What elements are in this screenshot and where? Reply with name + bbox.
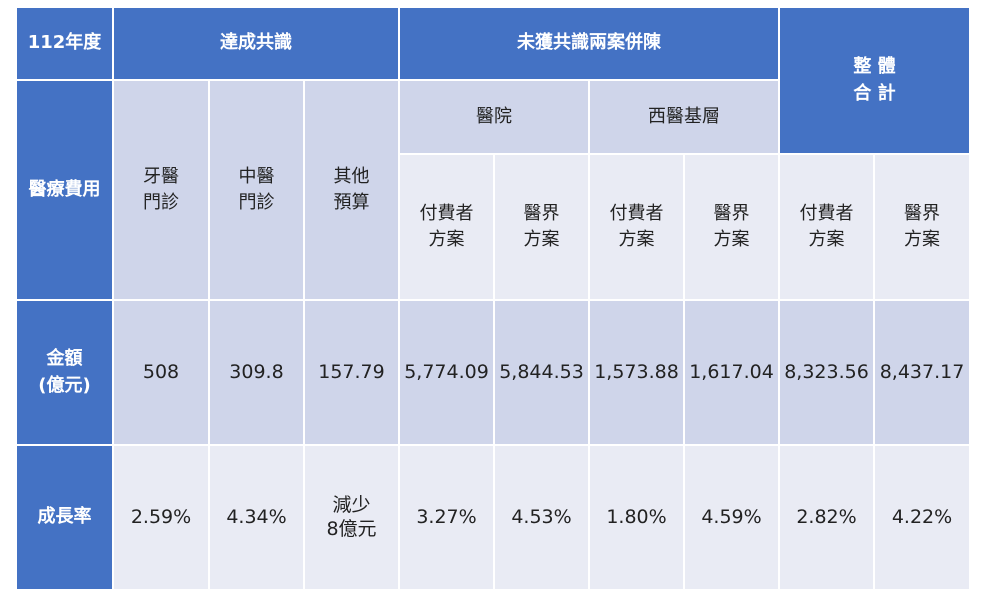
- plan-total-payer: 付費者 方案: [780, 155, 873, 299]
- amount-total-payer: 8,323.56: [780, 301, 873, 444]
- plan-primary-provider: 醫界 方案: [685, 155, 778, 299]
- plan-line1: 醫界: [904, 202, 940, 224]
- other-line2: 預算: [333, 192, 370, 213]
- plan-line2: 方案: [713, 229, 750, 250]
- plan-line1: 付費者: [419, 202, 474, 224]
- row-label-medical-cost: 醫療費用: [17, 81, 112, 299]
- growth-dental: 2.59%: [114, 446, 208, 589]
- category-western-primary: 西醫基層: [590, 81, 778, 153]
- plan-line1: 付費者: [799, 202, 854, 224]
- plan-total-provider: 醫界 方案: [875, 155, 969, 299]
- category-dental: 牙醫 門診: [114, 81, 208, 299]
- category-tcm: 中醫 門診: [210, 81, 303, 299]
- growth-other-line2: 8億元: [326, 517, 377, 540]
- growth-total-payer: 2.82%: [780, 446, 873, 589]
- row-label-growth: 成長率: [17, 446, 112, 589]
- category-other-budget: 其他 預算: [305, 81, 398, 299]
- amount-total-provider: 8,437.17: [875, 301, 969, 444]
- growth-primary-provider: 4.59%: [685, 446, 778, 589]
- amount-hospital-provider: 5,844.53: [495, 301, 588, 444]
- plan-line2: 方案: [904, 229, 940, 250]
- other-line1: 其他: [333, 165, 370, 187]
- tcm-line1: 中醫: [238, 165, 275, 187]
- dental-line1: 牙醫: [143, 165, 179, 187]
- amount-other-budget: 157.79: [305, 301, 398, 444]
- amount-dental: 508: [114, 301, 208, 444]
- amount-primary-provider: 1,617.04: [685, 301, 778, 444]
- amount-hospital-payer: 5,774.09: [400, 301, 493, 444]
- overall-line2: 合 計: [853, 82, 896, 104]
- amount-label-line1: 金額: [46, 348, 83, 370]
- header-consensus: 達成共識: [114, 8, 398, 79]
- plan-line2: 方案: [808, 229, 845, 250]
- plan-line2: 方案: [618, 229, 655, 250]
- growth-other-line1: 減少: [332, 493, 371, 516]
- header-year: 112年度: [17, 8, 112, 79]
- amount-label-line2: (億元): [38, 374, 91, 396]
- plan-primary-payer: 付費者 方案: [590, 155, 683, 299]
- dental-line2: 門診: [143, 192, 179, 213]
- plan-line2: 方案: [428, 229, 465, 250]
- growth-hospital-payer: 3.27%: [400, 446, 493, 589]
- growth-hospital-provider: 4.53%: [495, 446, 588, 589]
- plan-line1: 醫界: [523, 202, 560, 224]
- plan-hospital-payer: 付費者 方案: [400, 155, 493, 299]
- amount-primary-payer: 1,573.88: [590, 301, 683, 444]
- growth-other-budget: 減少 8億元: [305, 446, 398, 589]
- plan-hospital-provider: 醫界 方案: [495, 155, 588, 299]
- row-label-amount: 金額 (億元): [17, 301, 112, 444]
- plan-line1: 付費者: [609, 202, 664, 224]
- header-overall-total: 整 體 合 計: [780, 8, 969, 153]
- growth-primary-payer: 1.80%: [590, 446, 683, 589]
- plan-line2: 方案: [523, 229, 560, 250]
- tcm-line2: 門診: [238, 192, 275, 213]
- growth-total-provider: 4.22%: [875, 446, 969, 589]
- amount-tcm: 309.8: [210, 301, 303, 444]
- category-hospital: 醫院: [400, 81, 588, 153]
- overall-line1: 整 體: [853, 56, 896, 78]
- header-no-consensus: 未獲共識兩案併陳: [400, 8, 778, 79]
- plan-line1: 醫界: [713, 202, 750, 224]
- growth-tcm: 4.34%: [210, 446, 303, 589]
